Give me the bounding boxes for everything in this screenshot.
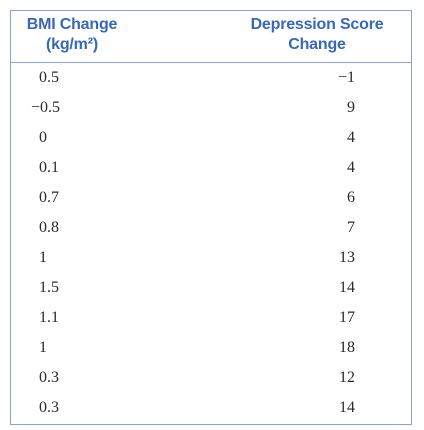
table-body: 0.5 −1 −0.5 9 0 4 0.1 4 0.7 6 0.8 7 1 13…	[11, 63, 411, 423]
table-row: 0.7 6	[11, 183, 411, 213]
table-row: 0.8 7	[11, 213, 411, 243]
table-row: 1.5 14	[11, 273, 411, 303]
bmi-change-cell: 1	[39, 249, 47, 266]
header-bmi-line-2: (kg/m²)	[46, 36, 98, 53]
bmi-change-cell: 1.1	[39, 309, 59, 326]
table-row: −0.5 9	[11, 93, 411, 123]
depression-score-cell: 9	[347, 99, 355, 116]
table-row: 0.1 4	[11, 153, 411, 183]
depression-score-cell: 14	[339, 279, 355, 296]
table-header: BMI Change (kg/m²) Depression Score Chan…	[11, 11, 411, 63]
depression-score-cell: 17	[339, 309, 355, 326]
bmi-change-cell: 0.1	[39, 159, 59, 176]
header-bmi-change: BMI Change (kg/m²)	[17, 15, 127, 55]
depression-score-cell: 6	[347, 189, 355, 206]
depression-score-cell: 7	[347, 219, 355, 236]
header-depression-line-2: Change	[288, 36, 346, 53]
table-row: 0.5 −1	[11, 63, 411, 93]
bmi-change-cell: 0.3	[39, 399, 59, 416]
table-row: 0 4	[11, 123, 411, 153]
bmi-change-cell: 1.5	[39, 279, 59, 296]
table-row: 1 13	[11, 243, 411, 273]
depression-score-cell: −1	[337, 69, 355, 86]
bmi-change-cell: 0.8	[39, 219, 59, 236]
depression-score-cell: 13	[339, 249, 355, 266]
depression-score-cell: 18	[339, 339, 355, 356]
header-depression-score-change: Depression Score Change	[231, 15, 403, 55]
bmi-change-cell: −0.5	[31, 99, 61, 116]
depression-score-cell: 4	[347, 159, 355, 176]
table-row: 0.3 14	[11, 393, 411, 423]
bmi-change-cell: 1	[39, 339, 47, 356]
bmi-change-cell: 0.3	[39, 369, 59, 386]
table-row: 1.1 17	[11, 303, 411, 333]
depression-score-cell: 4	[347, 129, 355, 146]
bmi-change-cell: 0.5	[39, 69, 59, 86]
bmi-change-cell: 0.7	[39, 189, 59, 206]
depression-score-cell: 12	[339, 369, 355, 386]
header-bmi-line-1: BMI Change	[26, 16, 118, 33]
depression-score-cell: 14	[339, 399, 355, 416]
table-row: 0.3 12	[11, 363, 411, 393]
table-row: 1 18	[11, 333, 411, 363]
bmi-change-cell: 0	[39, 129, 47, 146]
header-depression-line-1: Depression Score	[250, 16, 384, 33]
data-table: BMI Change (kg/m²) Depression Score Chan…	[10, 10, 412, 425]
